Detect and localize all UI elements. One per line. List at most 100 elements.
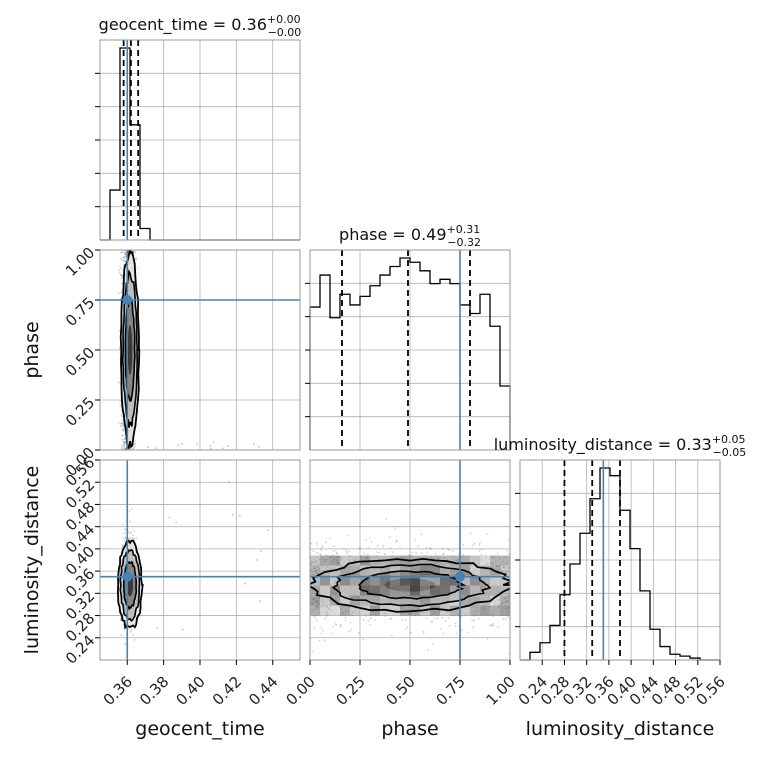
scatter-point: [122, 537, 125, 540]
density-pixel: [310, 565, 320, 576]
scatter-point: [135, 537, 138, 540]
scatter-point: [381, 544, 384, 547]
scatter-point: [504, 618, 507, 621]
density-pixel: [500, 575, 510, 586]
scatter-point: [128, 537, 131, 540]
scatter-point: [244, 582, 246, 585]
scatter-point: [315, 544, 318, 547]
density-pixel: [400, 605, 410, 616]
x-tick-label-phase: 0.50: [382, 673, 418, 709]
density-pixel: [460, 585, 470, 596]
scatter-point: [124, 253, 127, 256]
density-pixel: [470, 585, 480, 596]
scatter-point: [395, 540, 398, 542]
density-pixel: [310, 555, 320, 566]
scatter-point: [119, 265, 122, 268]
scatter-point: [404, 619, 407, 621]
scatter-point: [133, 250, 136, 253]
scatter-point: [348, 630, 351, 633]
scatter-point: [122, 440, 124, 443]
scatter-point: [123, 440, 126, 443]
scatter-point: [124, 536, 127, 539]
scatter-point: [124, 447, 126, 450]
scatter-point: [420, 552, 422, 554]
scatter-point: [177, 444, 180, 447]
scatter-point: [122, 523, 125, 526]
scatter-point: [131, 507, 133, 510]
scatter-point: [175, 521, 178, 524]
scatter-point: [120, 274, 122, 276]
density-pixel: [340, 585, 350, 596]
scatter-point: [129, 531, 132, 534]
scatter-point: [136, 266, 139, 269]
density-pixel: [470, 565, 480, 576]
scatter-point: [347, 534, 349, 537]
truth-marker-geocent_time-vs-luminosity_distance: [122, 571, 133, 582]
x-axis-label-geocent_time: geocent_time: [135, 718, 264, 740]
contour-geocent_time-vs-phase-1: [121, 269, 139, 428]
scatter-point: [508, 652, 510, 655]
density-pixel: [350, 605, 360, 616]
scatter-point: [120, 424, 122, 427]
scatter-point: [121, 545, 124, 548]
scatter-point: [120, 257, 122, 260]
density-pixel: [370, 585, 380, 596]
scatter-point: [121, 422, 124, 425]
scatter-point: [471, 544, 474, 547]
density-pixel: [350, 565, 360, 576]
density-pixel: [430, 575, 440, 586]
density-pixel: [450, 575, 460, 586]
scatter-point: [477, 617, 480, 620]
scatter-point: [122, 427, 125, 430]
scatter-point: [442, 547, 444, 550]
scatter-point: [121, 444, 124, 447]
scatter-point: [345, 549, 348, 551]
density-pixel: [490, 555, 500, 566]
density-pixel: [460, 605, 470, 616]
density-pixel: [330, 555, 340, 566]
y-tick-label-phase: 0.25: [62, 394, 98, 430]
density-pixel: [370, 565, 380, 576]
panel-title-lower-error: −0.05: [713, 446, 747, 459]
scatter-point: [122, 442, 125, 445]
scatter-point: [469, 532, 472, 535]
scatter-point: [122, 260, 125, 262]
contour-geocent_time-vs-phase-0: [119, 250, 141, 449]
scatter-point: [132, 447, 134, 450]
scatter-point: [129, 536, 132, 539]
scatter-point: [124, 253, 127, 256]
scatter-point: [454, 625, 457, 627]
scatter-point: [378, 551, 381, 554]
scatter-point: [123, 441, 126, 444]
scatter-point: [118, 271, 121, 274]
scatter-point: [314, 617, 317, 619]
scatter-point: [491, 623, 494, 626]
scatter-point: [320, 546, 323, 549]
scatter-point: [324, 618, 326, 620]
density-pixel: [320, 565, 330, 576]
scatter-point: [257, 446, 260, 448]
scatter-point: [133, 529, 135, 532]
density-pixel: [320, 575, 330, 586]
scatter-point: [425, 547, 428, 550]
density-pixel: [480, 605, 490, 616]
density-pixel: [400, 585, 410, 596]
scatter-point: [120, 422, 123, 425]
density-pixel: [410, 565, 420, 576]
scatter-point: [446, 548, 449, 550]
scatter-point: [120, 447, 123, 450]
scatter-point: [331, 625, 334, 628]
scatter-point: [318, 553, 321, 555]
panel-title-geocent_time: geocent_time = 0.36+0.00 −0.00: [99, 13, 302, 39]
scatter-point: [359, 547, 361, 549]
scatter-point: [123, 539, 126, 542]
scatter-point: [119, 400, 121, 403]
scatter-point: [122, 443, 125, 446]
scatter-point: [122, 428, 124, 431]
scatter-point: [374, 618, 377, 621]
scatter-point: [156, 627, 159, 629]
scatter-point: [132, 536, 134, 539]
x-tick-label-phase: 0.00: [282, 673, 318, 709]
scatter-point: [221, 447, 224, 450]
density-pixel: [380, 575, 390, 586]
